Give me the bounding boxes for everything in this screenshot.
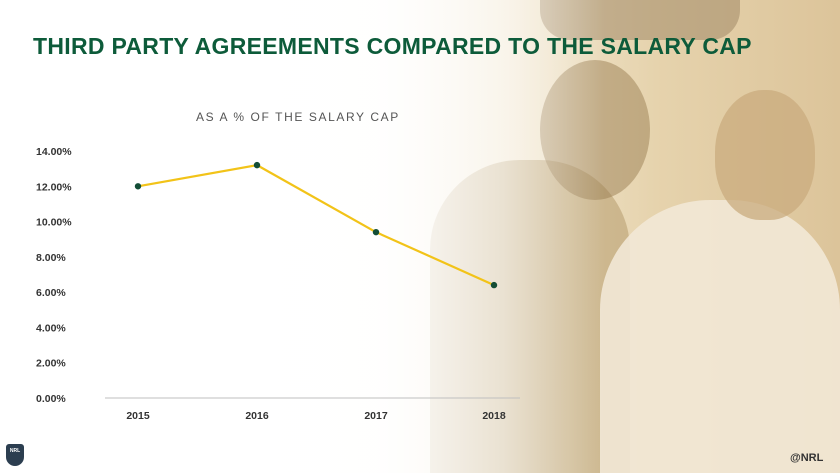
x-tick-label: 2017 [364, 410, 388, 422]
data-point [372, 228, 380, 236]
y-tick-label: 12.00% [36, 181, 72, 193]
y-tick-label: 10.00% [36, 217, 72, 229]
data-point [253, 161, 261, 169]
data-point [490, 281, 498, 289]
y-tick-label: 0.00% [36, 393, 66, 405]
y-tick-label: 8.00% [36, 252, 66, 264]
data-point [134, 183, 142, 190]
y-tick-label: 4.00% [36, 322, 66, 334]
x-tick-label: 2018 [482, 410, 506, 422]
page-title: THIRD PARTY AGREEMENTS COMPARED TO THE S… [33, 33, 752, 59]
y-tick-label: 2.00% [36, 358, 66, 370]
nrl-handle: @NRL [790, 452, 824, 464]
chart-subtitle: AS A % OF THE SALARY CAP [196, 110, 400, 124]
y-tick-label: 14.00% [36, 146, 72, 158]
x-tick-label: 2015 [126, 410, 150, 422]
y-tick-label: 6.00% [36, 287, 66, 299]
series-line [137, 164, 495, 287]
x-tick-label: 2016 [245, 410, 269, 422]
nrl-logo: NRL [6, 444, 24, 466]
